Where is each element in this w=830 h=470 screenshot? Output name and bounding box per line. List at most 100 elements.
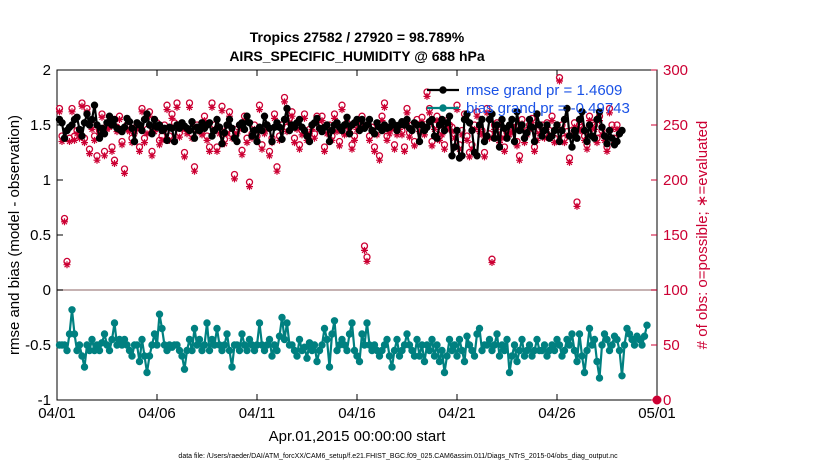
rmse-series-point [225, 115, 234, 124]
obs-evaluated-point [521, 139, 528, 147]
rmse-series-point [210, 126, 219, 135]
bias-series-point [145, 352, 154, 360]
bias-series-point [643, 321, 651, 329]
bias-series-point [513, 357, 521, 366]
bias-series-point [143, 368, 151, 377]
bias-series-point [428, 335, 436, 344]
obs-evaluated-point [606, 109, 613, 117]
rmse-series-point [463, 110, 471, 118]
rmse-series-point [215, 123, 224, 131]
rmse-series-point [93, 121, 101, 129]
obs-evaluated-point [213, 147, 221, 155]
rmse-series-point [445, 112, 454, 120]
rmse-series-point [453, 126, 461, 135]
rmse-series-point [268, 137, 276, 146]
obs-evaluated-point [441, 145, 448, 153]
bias-series-point [490, 341, 499, 349]
rmse-series-point [473, 152, 481, 160]
y2-axis-label: # of obs: o=possible; ∗=evaluated [694, 121, 711, 350]
obs-evaluated-point [463, 136, 471, 144]
obs-evaluated-point [566, 158, 573, 166]
bias-series-point [453, 352, 461, 360]
rmse-series-point [128, 124, 136, 133]
bias-series-point [133, 341, 141, 349]
obs-evaluated-point [561, 139, 568, 147]
rmse-series-point [618, 126, 626, 135]
rmse-series-point [498, 115, 506, 124]
rmse-series-point [608, 134, 616, 142]
x-axis-label: Apr.01,2015 00:00:00 start [269, 428, 447, 445]
obs-evaluated-point [246, 183, 253, 191]
obs-evaluated-point [391, 145, 398, 153]
obs-evaluated-point [78, 102, 86, 110]
rmse-series-point [190, 134, 199, 142]
bias-series-point [518, 335, 526, 344]
obs-evaluated-point [271, 114, 278, 122]
rmse-series-point [125, 118, 134, 126]
rmse-series-point [278, 135, 286, 144]
bias-series-point [445, 335, 454, 344]
bias-series-point [325, 363, 334, 371]
rmse-series-point [523, 129, 531, 137]
rmse-series-point [578, 108, 586, 116]
bias-series-point [345, 330, 354, 338]
obs-evaluated-point [603, 147, 611, 155]
rmse-series-point [528, 123, 536, 131]
rmse-series-point [295, 115, 304, 124]
bias-series-point [275, 332, 284, 340]
bias-series-point [268, 352, 276, 360]
bias-series-point [223, 330, 231, 338]
obs-evaluated-point [58, 138, 66, 145]
obs-evaluated-point [528, 119, 536, 127]
rmse-series-point [313, 114, 321, 123]
rmse-series-point [148, 130, 156, 138]
bias-series-point [295, 335, 304, 344]
obs-evaluated-point [433, 117, 441, 125]
rmse-series-point [428, 115, 436, 124]
bias-series-point [213, 324, 221, 333]
rmse-series-point [145, 121, 154, 129]
rmse-series-point [90, 101, 99, 109]
rmse-series-point [440, 126, 449, 135]
chart-subtitle: AIRS_SPECIFIC_HUMIDITY @ 688 hPa [229, 48, 485, 64]
bias-series-point [433, 341, 441, 349]
bias-series-point [585, 324, 594, 333]
bias-series-point [318, 341, 326, 349]
bias-series-point [540, 341, 549, 349]
y-tick-label: -0.5 [25, 337, 51, 354]
obs-evaluated-point [556, 77, 563, 85]
obs-evaluated-point [136, 147, 143, 155]
bias-series-point [320, 324, 329, 333]
obs-evaluated-point [403, 109, 411, 117]
rmse-series-point [240, 125, 249, 134]
obs-evaluated-point [261, 130, 268, 138]
bias-series-point [505, 368, 514, 377]
y-tick-label: 1 [43, 172, 51, 189]
obs-evaluated-point [63, 261, 71, 269]
obs-evaluated-point [421, 131, 428, 139]
bias-series-point [63, 346, 71, 355]
y-tick-label: -1 [38, 392, 51, 409]
rmse-series-point [120, 123, 129, 131]
rmse-series-point [598, 123, 606, 131]
bias-series-point [570, 346, 579, 355]
rmse-series-point [510, 137, 519, 146]
rmse-series-point [585, 121, 594, 129]
obs-evaluated-point [451, 134, 458, 142]
bias-series-point [313, 357, 321, 366]
rmse-series-point [415, 137, 424, 146]
rmse-series-point [613, 137, 621, 146]
obs-evaluated-point [426, 109, 433, 117]
rmse-series-point [83, 110, 91, 118]
y2-tick-label: 250 [663, 117, 688, 134]
obs-evaluated-point [371, 147, 378, 155]
obs-evaluated-point [531, 147, 538, 155]
bias-series-point [348, 319, 356, 327]
obs-evaluated-point [601, 136, 608, 144]
bias-series-point [100, 330, 109, 338]
obs-evaluated-point [428, 142, 436, 150]
rmse-series-point [575, 115, 584, 124]
obs-evaluated-point [318, 117, 326, 125]
bias-series-point [243, 346, 251, 355]
